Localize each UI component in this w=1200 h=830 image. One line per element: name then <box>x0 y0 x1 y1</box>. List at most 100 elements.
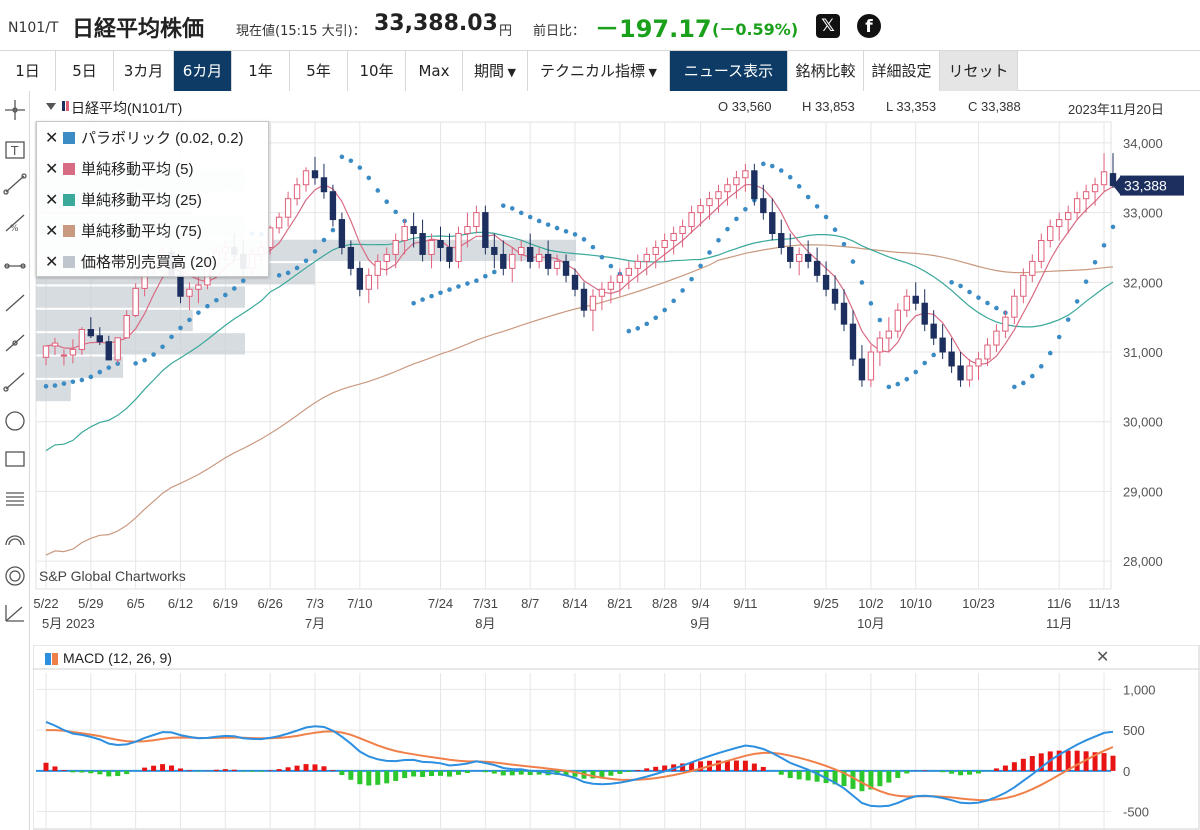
range-6m-tab[interactable]: 6カ月 <box>174 51 232 91</box>
percent-line-icon[interactable]: % <box>5 214 25 234</box>
x-tick-label: 6/5 <box>127 596 145 611</box>
sar-dot <box>985 300 990 306</box>
chart-symbol-name: 日経平均(N101/T) <box>71 100 183 116</box>
sar-dot <box>169 334 174 340</box>
candle <box>293 177 301 206</box>
remove-indicator-icon[interactable]: ✕ <box>45 223 59 240</box>
range-5d-tab[interactable]: 5日 <box>56 51 114 91</box>
reset-button[interactable]: リセット <box>940 51 1018 91</box>
candle <box>957 352 964 387</box>
sar-dot <box>231 286 237 291</box>
circle-tool-icon[interactable] <box>5 411 25 431</box>
histogram-bar <box>733 760 739 771</box>
macd-close-icon[interactable]: ✕ <box>1096 649 1110 666</box>
sar-dot <box>895 381 901 387</box>
histogram-bar <box>213 769 219 771</box>
horizontal-line-icon[interactable] <box>4 263 26 269</box>
histogram-bar <box>339 770 345 776</box>
candle-body <box>374 260 381 276</box>
candle <box>544 240 552 276</box>
period-dropdown[interactable]: 期間 ▼ <box>463 51 528 91</box>
candle <box>473 205 480 234</box>
sar-dot <box>859 280 865 285</box>
histogram-bar <box>787 770 793 779</box>
sar-dot <box>707 250 712 255</box>
candle-body <box>876 337 884 353</box>
trendline-icon[interactable] <box>3 173 27 195</box>
candle <box>392 233 399 269</box>
histogram-bar <box>106 770 112 777</box>
macd-chart[interactable]: 1,000 500 0 -500 <box>33 645 1200 830</box>
settings-button[interactable]: 詳細設定 <box>864 51 940 91</box>
sar-dot <box>142 357 147 363</box>
sar-dot <box>671 298 676 304</box>
sar-dot <box>1056 334 1062 340</box>
candle-body <box>1002 316 1009 332</box>
range-10y-tab[interactable]: 10年 <box>348 51 406 91</box>
compare-button[interactable]: 銘柄比較 <box>788 51 864 91</box>
sar-dot <box>1065 317 1071 322</box>
histogram-bar <box>402 770 408 779</box>
month-label: 8月 <box>475 616 495 631</box>
y-tick-label: 34,000 <box>1123 136 1163 151</box>
x-share-icon[interactable]: 𝕏 <box>816 14 840 38</box>
candle-body <box>473 212 480 228</box>
candle <box>1002 310 1009 339</box>
sar-dot <box>599 254 605 260</box>
sar-dot <box>886 384 892 390</box>
range-3m-tab[interactable]: 3カ月 <box>114 51 174 91</box>
rectangle-tool-icon[interactable] <box>5 451 25 467</box>
histogram-bar <box>411 770 417 777</box>
candle-body <box>661 239 668 248</box>
collapse-triangle-icon[interactable] <box>45 102 57 112</box>
histogram-bar <box>303 764 309 771</box>
ray-icon[interactable] <box>5 294 25 312</box>
range-1y-tab[interactable]: 1年 <box>232 51 290 91</box>
candle-body <box>446 246 453 262</box>
sar-dot <box>97 369 103 375</box>
channel-icon[interactable] <box>5 334 25 352</box>
volume-profile-bar <box>36 333 246 355</box>
sar-dot <box>456 284 461 289</box>
legend-swatch <box>63 132 75 144</box>
concentric-circles-icon[interactable] <box>5 566 25 586</box>
sar-dot <box>725 226 730 232</box>
remove-indicator-icon[interactable]: ✕ <box>45 130 59 147</box>
high-value: H 33,853 <box>802 99 855 114</box>
range-1d-tab[interactable]: 1日 <box>0 51 56 91</box>
arc-tool-icon[interactable] <box>5 535 25 546</box>
x-tick-label: 7/10 <box>347 596 372 611</box>
x-tick-label: 6/12 <box>168 596 193 611</box>
candle-body <box>804 253 812 262</box>
index-name: 日経平均株価 <box>72 17 205 42</box>
arrow-line-icon[interactable] <box>3 372 25 392</box>
legend-swatch <box>63 194 75 206</box>
candle <box>625 261 633 290</box>
price-chart[interactable]: 34,000 33,000 32,000 31,000 30,000 29,000 28,0… <box>33 92 1200 640</box>
news-toggle[interactable]: ニュース表示 <box>670 51 788 91</box>
sar-dot <box>1012 384 1017 390</box>
remove-indicator-icon[interactable]: ✕ <box>45 254 59 271</box>
facebook-share-icon[interactable]: f <box>857 14 881 38</box>
candle-body <box>1056 219 1063 228</box>
histogram-bar <box>186 770 192 771</box>
remove-indicator-icon[interactable]: ✕ <box>45 192 59 209</box>
measure-tool-icon[interactable] <box>5 605 24 622</box>
range-max-tab[interactable]: Max <box>406 51 463 91</box>
sar-dot <box>527 214 533 220</box>
sma75-line <box>45 244 1114 556</box>
toolbar: 1日 5日 3カ月 6カ月 1年 5年 10年 Max 期間 ▼ テクニカル指標 ▼ ニュース表示銘… <box>0 50 1200 91</box>
drawing-tools-icons: T % <box>3 100 27 622</box>
fibonacci-icon[interactable] <box>6 492 24 506</box>
technical-dropdown[interactable]: テクニカル指標 ▼ <box>528 51 670 91</box>
range-5y-tab[interactable]: 5年 <box>290 51 348 91</box>
svg-text:%: % <box>10 224 19 234</box>
histogram-bar <box>294 765 300 771</box>
candle <box>383 247 390 276</box>
text-tool-icon[interactable]: T <box>5 141 25 159</box>
remove-indicator-icon[interactable]: ✕ <box>45 161 59 178</box>
candle <box>831 275 839 311</box>
candle <box>706 191 713 220</box>
crosshair-icon[interactable] <box>5 100 25 120</box>
candle <box>1056 212 1063 241</box>
